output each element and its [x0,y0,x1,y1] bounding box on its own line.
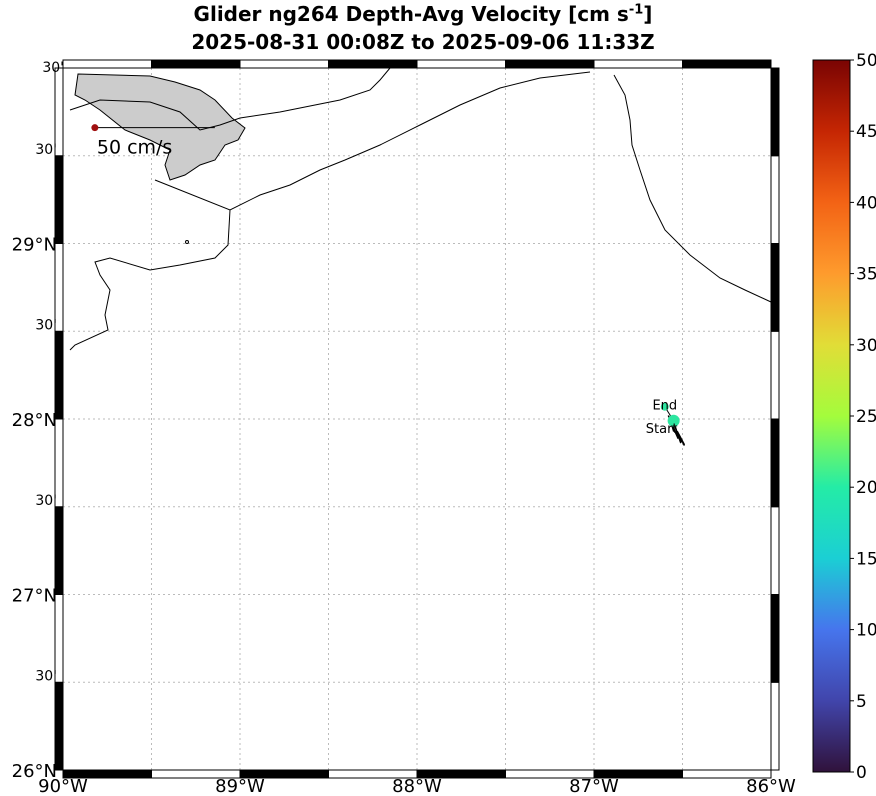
scale-arrow-label: 50 cm/s [97,137,172,159]
frame-segment [682,769,772,779]
coastline-shelf [69,71,591,351]
frame-segment [770,594,780,683]
colorbar-tick-label: 10 [856,621,876,641]
y-tick-label: 30' [35,493,57,509]
colorbar-tick-label: 35 [856,265,876,285]
frame-segment [770,681,780,771]
start-marker [667,414,680,427]
y-tick-label: 30' [42,60,64,76]
end-label: End [652,399,677,414]
frame-segment [770,418,780,508]
frame-segment [770,155,780,244]
x-tick-label: 87°W [569,776,619,796]
velocity-vector [673,429,683,443]
colorbar-tick-label: 50 [856,51,876,71]
colorbar-tick-label: 5 [856,692,867,712]
frame-segment [770,330,780,420]
y-tick-label: 28°N [12,410,57,431]
end-marker [660,402,669,411]
y-tick-label: 30' [35,142,57,158]
frame-segment [770,67,780,157]
y-tick-label: 30' [35,668,57,684]
frame-segment [770,243,780,332]
frame-segment [54,330,64,420]
y-tick-label: 26°N [12,761,57,782]
frame-segment [54,681,64,771]
x-tick-label: 90°W [38,776,88,796]
colorbar-tick-label: 30 [856,336,876,356]
frame-segment [54,506,64,595]
y-tick-label: 29°N [12,235,57,256]
title-line1: Glider ng264 Depth-Avg Velocity [cm s-1] [193,2,653,26]
colorbar [812,59,851,773]
colorbar-ticks: 0 5 10 15 20 25 30 35 40 45 50 [850,51,876,783]
land-mississippi-delta [74,73,246,181]
colorbar-tick-label: 45 [856,122,876,142]
frame-segment [593,59,683,69]
frame-segment [151,59,241,69]
frame-segment [416,59,506,69]
isobath [613,74,772,303]
frame-segment [770,506,780,595]
frame-segment [328,59,418,69]
scale-arrow: 50 cm/s [91,124,215,159]
y-tick-label: 27°N [12,586,57,607]
velocity-vector [678,434,686,446]
frame-segment [54,155,64,244]
start-label: Start [646,422,678,437]
x-tick-label: 89°W [215,776,265,796]
x-tick-label: 86°W [746,776,796,796]
scale-arrow-origin [91,124,99,132]
title-line2: 2025-08-31 00:08Z to 2025-09-06 11:33Z [191,30,655,54]
map-frame [54,59,780,779]
frame-segment [239,59,329,69]
colorbar-tick-label: 15 [856,549,876,569]
frame-segment [505,59,595,69]
y-tick-label: 30' [35,317,57,333]
frame-segment [682,59,772,69]
axis-tick-labels: 90°W 89°W 88°W 87°W 86°W 26°N 30' 27°N 30' 28°N 30… [12,60,796,796]
gridlines [63,68,771,770]
colorbar-tick-label: 40 [856,193,876,213]
colorbar-tick-label: 20 [856,478,876,498]
colorbar-tick-label: 25 [856,407,876,427]
glider-track: End Start [646,399,680,437]
frame-segment [54,67,64,157]
frame-segment [62,59,152,69]
x-tick-label: 88°W [392,776,442,796]
colorbar-tick-label: 0 [856,763,867,783]
